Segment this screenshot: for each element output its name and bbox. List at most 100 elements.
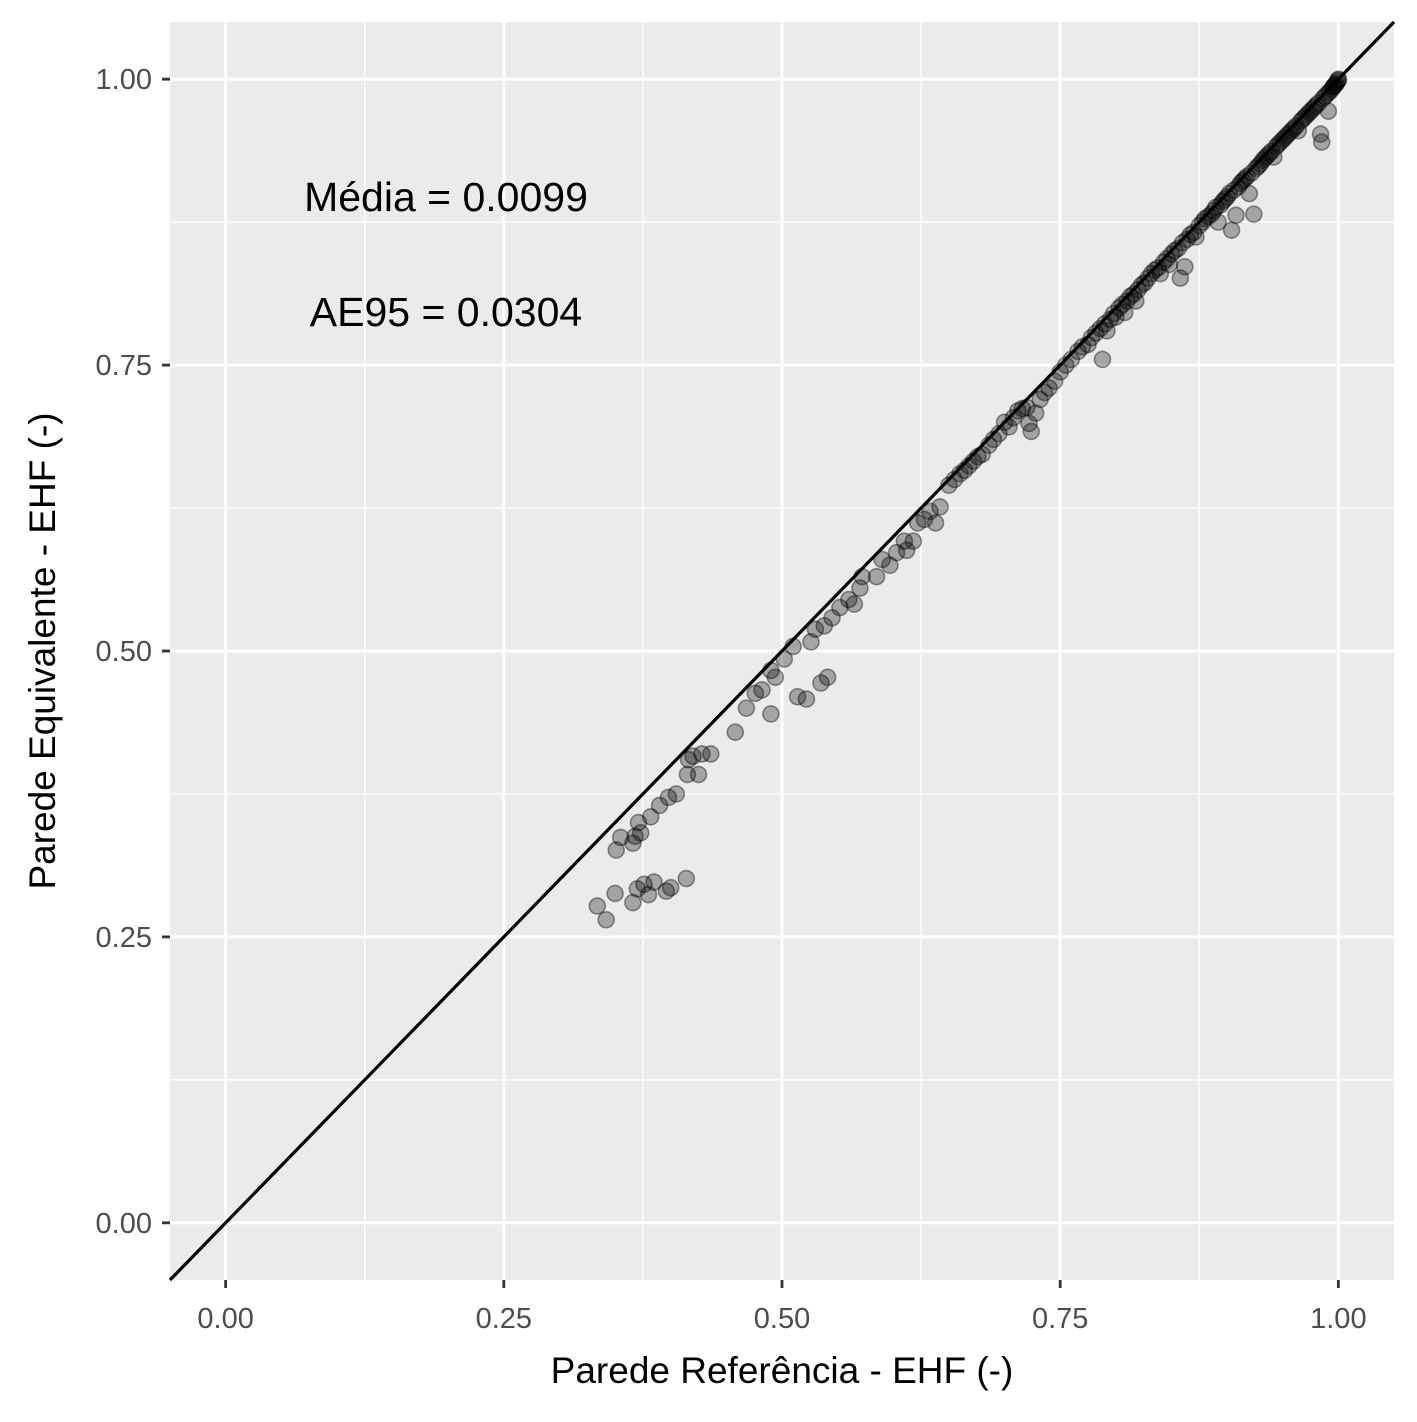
- data-point: [1086, 324, 1105, 342]
- data-point: [650, 796, 669, 815]
- data-point: [1240, 184, 1259, 203]
- data-point: [1231, 174, 1250, 193]
- data-point: [1213, 192, 1232, 211]
- data-point: [1305, 98, 1323, 117]
- data-point: [1302, 101, 1321, 119]
- data-point: [926, 514, 945, 532]
- data-point: [659, 788, 678, 807]
- data-point: [873, 550, 891, 569]
- data-point: [1110, 299, 1128, 317]
- y-axis-ticks: [162, 77, 170, 1225]
- x-tick-label: 1.00: [1310, 1303, 1366, 1335]
- data-point: [1193, 213, 1212, 231]
- data-point: [628, 880, 647, 898]
- x-tick-label: 0.00: [197, 1303, 253, 1335]
- data-point: [645, 873, 663, 891]
- data-point: [1173, 233, 1192, 252]
- data-point: [1293, 110, 1312, 129]
- data-point: [897, 541, 916, 560]
- data-point: [677, 869, 696, 888]
- data-point: [766, 668, 785, 687]
- data-point: [746, 684, 765, 703]
- data-point: [1171, 269, 1190, 287]
- data-point: [607, 841, 626, 859]
- data-point: [1040, 379, 1058, 397]
- y-axis-tick-labels: 0.00 0.25 0.50 0.75 1.00: [96, 64, 152, 1240]
- data-point: [1309, 94, 1328, 112]
- data-point: [1149, 259, 1167, 277]
- data-point: [1091, 319, 1110, 338]
- data-point: [1265, 148, 1283, 166]
- data-point: [701, 745, 720, 763]
- y-tick-label: 1.00: [96, 64, 152, 96]
- data-point: [1271, 133, 1290, 151]
- data-point: [1247, 159, 1265, 178]
- data-point: [1176, 257, 1194, 276]
- data-point: [1269, 135, 1288, 154]
- data-point: [1199, 207, 1217, 226]
- data-point: [1291, 112, 1310, 131]
- data-point: [1242, 164, 1261, 182]
- data-point: [1190, 216, 1209, 235]
- data-point: [1121, 287, 1140, 306]
- data-point: [657, 882, 676, 900]
- data-point: [1238, 167, 1256, 186]
- data-point: [1273, 130, 1292, 149]
- data-point: [904, 532, 923, 551]
- data-point: [1267, 137, 1285, 156]
- data-point: [818, 668, 837, 687]
- data-point: [1318, 85, 1337, 103]
- data-point: [1313, 89, 1332, 108]
- data-point: [1222, 221, 1241, 239]
- data-point: [1165, 241, 1184, 260]
- data-point: [1069, 342, 1087, 361]
- data-point: [887, 543, 906, 562]
- data-points: [588, 70, 1348, 929]
- data-point: [1260, 144, 1279, 163]
- data-point: [661, 878, 680, 897]
- data-point: [1004, 408, 1023, 427]
- y-tick-label: 0.25: [96, 922, 152, 954]
- data-point: [641, 808, 660, 826]
- ae95-annotation: AE95 = 0.0304: [310, 289, 582, 335]
- data-point: [1115, 303, 1134, 322]
- data-point: [1135, 273, 1154, 292]
- data-point: [1022, 422, 1041, 441]
- data-point: [588, 897, 607, 915]
- data-point: [1098, 321, 1116, 340]
- data-point: [831, 598, 849, 617]
- data-point: [1026, 404, 1045, 422]
- data-point: [1118, 292, 1136, 310]
- data-point: [1229, 177, 1248, 196]
- data-point: [1095, 315, 1114, 333]
- data-point: [1251, 155, 1270, 173]
- data-point: [684, 747, 702, 766]
- data-point: [881, 556, 899, 575]
- data-point: [1211, 196, 1230, 214]
- data-point: [1216, 190, 1234, 209]
- data-point: [895, 532, 914, 551]
- data-point: [1178, 230, 1196, 249]
- data-point: [1020, 414, 1038, 433]
- data-point: [1184, 223, 1203, 242]
- data-point: [802, 633, 820, 651]
- data-point: [1031, 390, 1049, 409]
- data-point: [1169, 239, 1187, 258]
- x-tick-label: 0.25: [476, 1303, 532, 1335]
- data-point: [1154, 253, 1173, 271]
- data-point: [788, 687, 807, 706]
- x-axis-ticks: [224, 1280, 1340, 1288]
- data-point: [1298, 105, 1317, 124]
- data-point: [626, 827, 644, 846]
- data-point: [1278, 126, 1296, 145]
- data-point: [693, 745, 711, 763]
- data-point: [1132, 276, 1151, 294]
- y-tick-label: 0.00: [96, 1208, 152, 1240]
- data-point: [762, 705, 780, 723]
- x-axis-tick-labels: 0.00 0.25 0.50 0.75 1.00: [197, 1303, 1366, 1335]
- data-point: [597, 910, 615, 929]
- data-point: [1151, 264, 1170, 283]
- data-point: [639, 885, 658, 904]
- data-point: [1127, 292, 1145, 310]
